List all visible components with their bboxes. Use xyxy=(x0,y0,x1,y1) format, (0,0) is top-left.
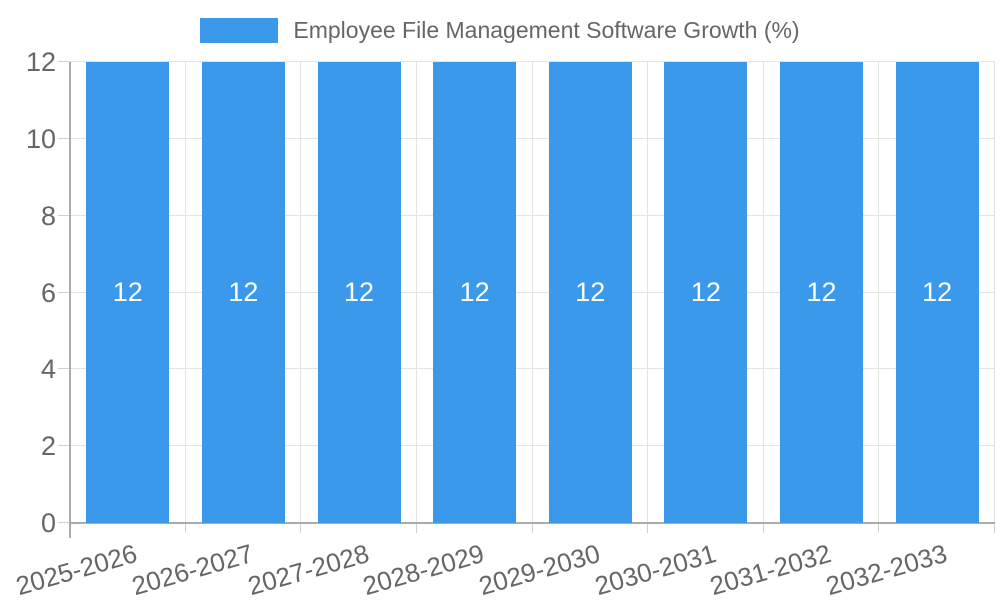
x-axis-tick xyxy=(415,523,417,533)
x-axis-tick xyxy=(531,523,533,533)
gridline-vertical xyxy=(300,62,302,523)
x-axis-tick-label: 2027-2028 xyxy=(244,538,373,600)
bar[interactable]: 12 xyxy=(201,62,285,523)
legend-item[interactable]: Employee File Management Software Growth… xyxy=(200,17,800,44)
gridline-vertical xyxy=(531,62,533,523)
bar[interactable]: 12 xyxy=(664,62,748,523)
x-axis-tick xyxy=(878,523,880,533)
gridline-horizontal xyxy=(70,61,995,62)
bar[interactable]: 12 xyxy=(548,62,632,523)
chart-legend: Employee File Management Software Growth… xyxy=(0,17,1000,44)
gridline-vertical xyxy=(415,62,417,523)
y-axis-tick-label: 2 xyxy=(40,431,56,462)
bar[interactable]: 12 xyxy=(317,62,401,523)
y-axis-tick-label: 0 xyxy=(40,508,56,538)
y-axis-tick xyxy=(58,137,70,139)
gridline-horizontal xyxy=(70,445,995,447)
y-axis-tick-label: 4 xyxy=(40,354,56,385)
x-axis-tick-label: 2030-2031 xyxy=(591,538,719,600)
x-axis-tick xyxy=(994,523,995,533)
y-axis-tick xyxy=(58,368,70,370)
y-axis-tick-label: 8 xyxy=(40,200,56,231)
gridline-vertical xyxy=(994,62,995,523)
y-axis-tick xyxy=(58,522,70,523)
bar-value-label: 12 xyxy=(344,277,375,307)
bar-value-label: 12 xyxy=(575,277,606,307)
y-axis-tick xyxy=(58,291,70,293)
bar[interactable]: 12 xyxy=(895,62,979,523)
gridline-horizontal xyxy=(70,291,995,293)
bar[interactable]: 12 xyxy=(780,62,864,523)
y-axis-tick-label: 6 xyxy=(40,277,56,308)
y-axis-tick xyxy=(58,61,70,62)
gridline-vertical xyxy=(184,62,186,523)
bar[interactable]: 12 xyxy=(86,62,170,523)
legend-label: Employee File Management Software Growth… xyxy=(293,17,800,43)
x-axis-tick-label: 2031-2032 xyxy=(706,538,835,600)
y-axis-tick-label: 12 xyxy=(25,47,56,77)
x-axis-tick xyxy=(647,523,649,533)
y-axis-tick-label: 10 xyxy=(25,123,56,154)
bar-value-label: 12 xyxy=(112,277,143,307)
bar[interactable]: 12 xyxy=(433,62,517,523)
x-axis-tick xyxy=(762,523,764,533)
bar-value-label: 12 xyxy=(690,277,721,307)
x-axis-tick xyxy=(184,523,186,533)
x-axis-line xyxy=(70,522,995,524)
gridline-horizontal xyxy=(70,214,995,216)
y-axis-tick xyxy=(58,445,70,447)
y-axis-line xyxy=(69,62,71,538)
x-axis-tick-label: 2026-2027 xyxy=(128,538,257,600)
x-axis-tick-label: 2028-2029 xyxy=(359,538,488,600)
x-axis-tick-label: 2025-2026 xyxy=(13,538,141,600)
gridline-horizontal xyxy=(70,368,995,370)
y-axis-tick xyxy=(58,214,70,216)
gridline-vertical xyxy=(762,62,764,523)
x-axis-tick-label: 2032-2033 xyxy=(822,538,951,600)
gridline-vertical xyxy=(878,62,880,523)
bar-value-label: 12 xyxy=(806,277,837,307)
bar-value-label: 12 xyxy=(228,277,259,307)
gridline-horizontal xyxy=(70,137,995,139)
gridline-vertical xyxy=(647,62,649,523)
legend-swatch xyxy=(200,18,279,43)
bar-value-label: 12 xyxy=(459,277,490,307)
x-axis-tick-label: 2029-2030 xyxy=(475,538,604,600)
x-axis-tick xyxy=(300,523,302,533)
bar-value-label: 12 xyxy=(922,277,953,307)
